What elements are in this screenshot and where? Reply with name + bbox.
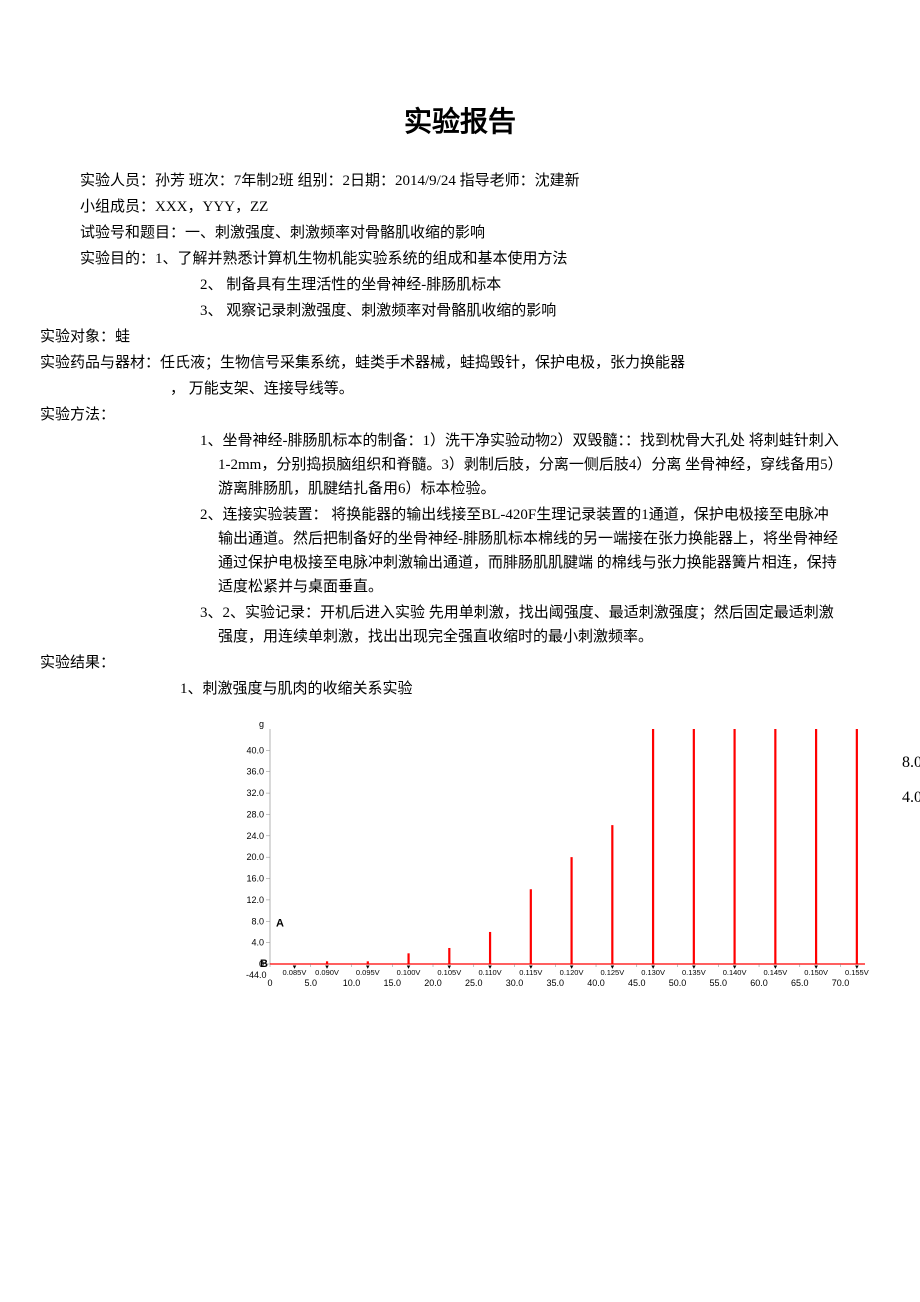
- svg-text:28.0: 28.0: [246, 809, 264, 819]
- chart-container: 40.0 36.0 32.0 28.0 24.0 20.0 16.0 12.0 8.0 4.0 0 g…: [230, 719, 870, 999]
- svg-text:▾: ▾: [407, 964, 411, 971]
- svg-text:4.0: 4.0: [251, 937, 264, 947]
- svg-text:▾: ▾: [366, 964, 370, 971]
- method-item3: 3、2、实验记录：开机后进入实验 先用单刺激，找出阈强度、最适刺激强度；然后固定…: [98, 601, 840, 649]
- svg-text:16.0: 16.0: [246, 873, 264, 883]
- svg-text:▾: ▾: [293, 964, 297, 971]
- svg-text:40.0: 40.0: [587, 978, 605, 988]
- svg-text:20.0: 20.0: [246, 852, 264, 862]
- svg-text:▾: ▾: [529, 964, 533, 971]
- materials-line2: ， 万能支架、连接导线等。: [170, 377, 840, 401]
- purpose-line2: 2、 制备具有生理活性的坐骨神经-腓肠肌标本: [80, 273, 840, 297]
- subject-line: 实验对象：蛙: [40, 325, 840, 349]
- page-title: 实验报告: [80, 100, 840, 145]
- svg-text:40.0: 40.0: [246, 745, 264, 755]
- result-label: 实验结果：: [40, 651, 840, 675]
- scale-legend: 8.0g 4.0s: [902, 749, 920, 813]
- svg-text:▾: ▾: [733, 964, 737, 971]
- svg-text:▾: ▾: [325, 964, 329, 971]
- svg-text:15.0: 15.0: [383, 978, 401, 988]
- spike-chart: 40.0 36.0 32.0 28.0 24.0 20.0 16.0 12.0 8.0 4.0 0 g…: [230, 719, 870, 999]
- svg-text:▾: ▾: [814, 964, 818, 971]
- svg-text:24.0: 24.0: [246, 831, 264, 841]
- method-item1: 1、坐骨神经-腓肠肌标本的制备：1）洗干净实验动物2）双毁髓：：找到枕骨大孔处 …: [98, 429, 840, 501]
- svg-text:50.0: 50.0: [669, 978, 687, 988]
- svg-text:5.0: 5.0: [304, 978, 317, 988]
- svg-text:65.0: 65.0: [791, 978, 809, 988]
- svg-text:45.0: 45.0: [628, 978, 646, 988]
- svg-text:20.0: 20.0: [424, 978, 442, 988]
- svg-text:30.0: 30.0: [506, 978, 524, 988]
- purpose-line1: 实验目的：1、了解并熟悉计算机生物机能实验系统的组成和基本使用方法: [80, 247, 840, 271]
- svg-text:A: A: [276, 917, 284, 929]
- svg-text:36.0: 36.0: [246, 767, 264, 777]
- method-item2: 2、连接实验装置： 将换能器的输出线接至BL-420F生理记录装置的1通道，保护…: [98, 503, 840, 599]
- svg-text:▾: ▾: [774, 964, 778, 971]
- svg-text:▾: ▾: [570, 964, 574, 971]
- svg-text:12.0: 12.0: [246, 895, 264, 905]
- svg-text:25.0: 25.0: [465, 978, 483, 988]
- svg-text:▾: ▾: [855, 964, 859, 971]
- svg-text:55.0: 55.0: [710, 978, 728, 988]
- svg-text:▾: ▾: [651, 964, 655, 971]
- experiment-title-line: 试验号和题目：一、刺激强度、刺激频率对骨骼肌收缩的影响: [80, 221, 840, 245]
- scale-s: 4.0s: [902, 784, 920, 813]
- svg-text:▾: ▾: [488, 964, 492, 971]
- svg-text:-44.0: -44.0: [246, 970, 267, 980]
- svg-text:8.0: 8.0: [251, 916, 264, 926]
- svg-text:▾: ▾: [448, 964, 452, 971]
- materials-line1: 实验药品与器材：任氏液；生物信号采集系统，蛙类手术器械，蛙捣毁针，保护电极，张力…: [40, 351, 840, 375]
- svg-text:70.0: 70.0: [832, 978, 850, 988]
- svg-text:▾: ▾: [692, 964, 696, 971]
- svg-text:▾: ▾: [611, 964, 615, 971]
- members-line: 小组成员：XXX，YYY，ZZ: [80, 195, 840, 219]
- svg-text:10.0: 10.0: [343, 978, 361, 988]
- svg-text:0: 0: [267, 978, 272, 988]
- svg-text:60.0: 60.0: [750, 978, 768, 988]
- experimenter-line: 实验人员：孙芳 班次：7年制2班 组别：2日期：2014/9/24 指导老师：沈…: [80, 169, 840, 193]
- method-label: 实验方法：: [40, 403, 840, 427]
- scale-g: 8.0g: [902, 749, 920, 778]
- svg-text:g: g: [259, 719, 264, 729]
- purpose-line3: 3、 观察记录刺激强度、刺激频率对骨骼肌收缩的影响: [80, 299, 840, 323]
- result-item1: 1、刺激强度与肌肉的收缩关系实验: [80, 677, 840, 701]
- svg-text:35.0: 35.0: [547, 978, 565, 988]
- svg-text:32.0: 32.0: [246, 788, 264, 798]
- svg-text:B: B: [260, 958, 268, 970]
